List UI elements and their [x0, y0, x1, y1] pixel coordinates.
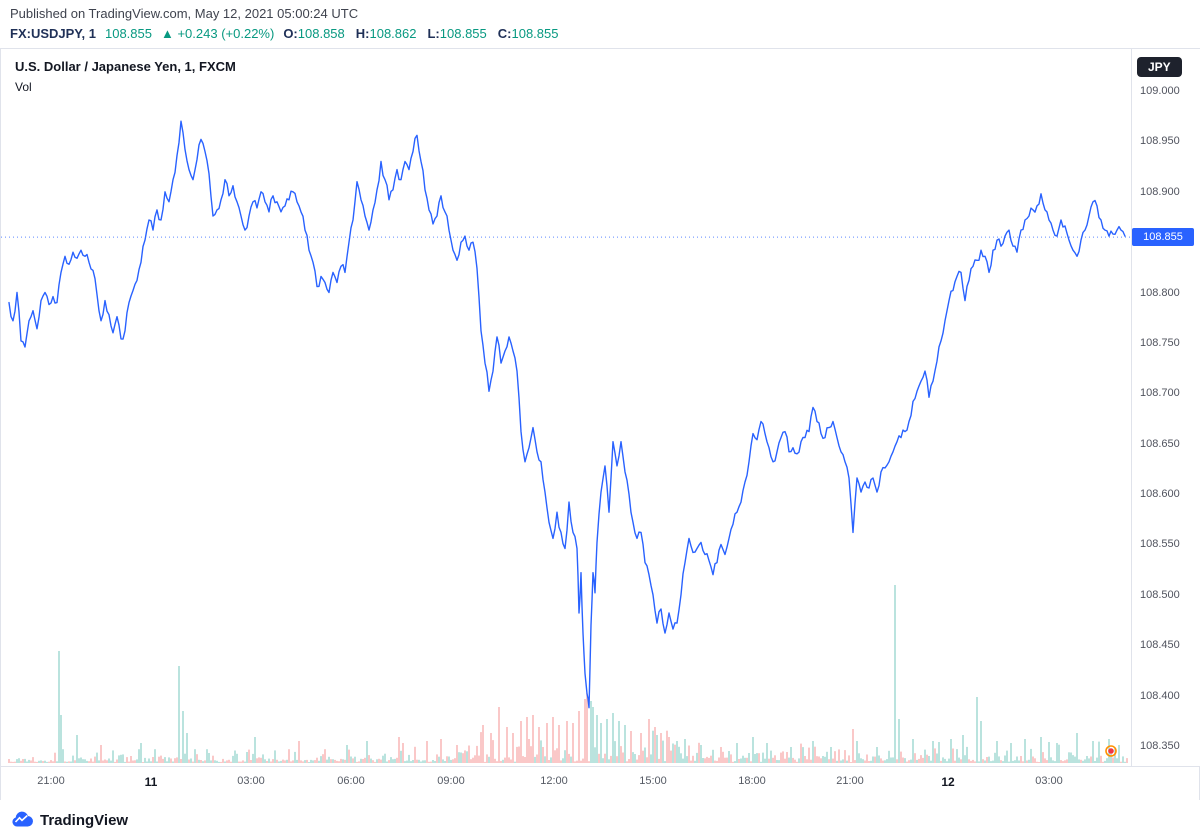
symbol-name[interactable]: FX:USDJPY, 1: [10, 26, 96, 41]
chart-title: U.S. Dollar / Japanese Yen, 1, FXCM: [15, 59, 236, 74]
price-tick-label: 108.750: [1140, 336, 1180, 349]
price-tick-label: 108.400: [1140, 689, 1180, 702]
price-tick-label: 108.650: [1140, 437, 1180, 450]
time-tick-label: 06:00: [337, 775, 365, 787]
time-tick-label: 11: [144, 775, 158, 789]
price-tick-label: 109.000: [1140, 85, 1180, 97]
ohlc-value: 108.855: [439, 26, 487, 41]
price-tick-label: 108.800: [1140, 286, 1180, 299]
price-tick-label: 108.450: [1140, 639, 1180, 652]
ohlc-value: 108.862: [369, 26, 417, 41]
snapshot-header: Published on TradingView.com, May 12, 20…: [0, 0, 1200, 48]
price-tick-label: 108.700: [1140, 387, 1180, 400]
last-price-badge: 108.855: [1132, 228, 1194, 247]
price-line-path: [8, 120, 1126, 709]
currency-badge: JPY: [1137, 57, 1182, 77]
time-tick-label: 18:00: [738, 775, 766, 787]
tradingview-logo-icon[interactable]: [10, 811, 34, 829]
volume-bars: [8, 585, 1128, 763]
time-tick-label: 21:00: [37, 775, 65, 787]
price-tick-label: 108.550: [1140, 538, 1180, 551]
ohlc-label: C:: [497, 26, 512, 41]
volume-label: Vol: [15, 80, 32, 94]
ohlc-label: L:: [427, 26, 440, 41]
ohlc-values: O:108.858 H:108.862 L:108.855 C:108.855: [283, 26, 558, 41]
ohlc-item: H:108.862: [356, 26, 417, 41]
price-tick-label: 108.950: [1140, 135, 1180, 148]
time-tick-label: 03:00: [1035, 775, 1063, 787]
time-tick-label: 15:00: [639, 775, 667, 787]
tradingview-brand[interactable]: TradingView: [40, 811, 129, 829]
ohlc-label: H:: [355, 26, 370, 41]
price-tick-label: 108.900: [1140, 185, 1180, 198]
volume-marker-ring: [1105, 745, 1117, 757]
time-tick-label: 03:00: [237, 775, 265, 787]
price-chart[interactable]: [1, 49, 1131, 766]
ohlc-item: C:108.855: [498, 26, 559, 41]
ohlc-label: O:: [283, 26, 298, 41]
ohlc-value: 108.855: [511, 26, 559, 41]
published-line: Published on TradingView.com, May 12, 20…: [10, 6, 359, 21]
footer: TradingView: [0, 800, 1200, 840]
ohlc-item: L:108.855: [427, 26, 486, 41]
header-last-price: 108.855: [104, 26, 152, 41]
ohlc-item: O:108.858: [283, 26, 344, 41]
time-axis[interactable]: 21:00 11 03:00 06:00 09:00 12:00 15:00 18:00 21:…: [1, 766, 1199, 800]
time-tick-label: 09:00: [437, 775, 465, 787]
chart-area[interactable]: U.S. Dollar / Japanese Yen, 1, FXCM Vol …: [0, 48, 1200, 800]
price-tick-label: 108.350: [1140, 740, 1180, 752]
price-tick-label: 108.600: [1140, 488, 1180, 501]
time-tick-label: 21:00: [836, 775, 864, 787]
price-axis[interactable]: JPY 108.855 109.000108.950108.900108.850…: [1131, 49, 1200, 766]
ohlc-value: 108.858: [297, 26, 345, 41]
time-tick-label: 12:00: [540, 775, 568, 787]
price-change: ▲ +0.243 (+0.22%): [160, 26, 275, 41]
price-tick-label: 108.500: [1140, 588, 1180, 601]
volume-marker-dot: [1108, 748, 1114, 754]
ticker-line: FX:USDJPY, 1 108.855 ▲ +0.243 (+0.22%) O…: [10, 26, 558, 41]
time-tick-label: 12: [941, 775, 955, 789]
